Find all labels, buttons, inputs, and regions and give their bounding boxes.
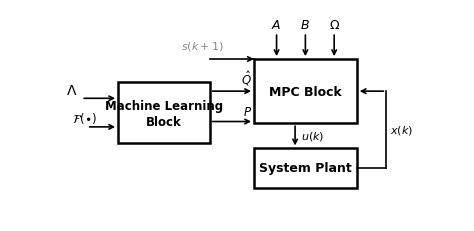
Text: Machine Learning: Machine Learning: [105, 100, 223, 112]
Text: $\mathcal{F}(\bullet)$: $\mathcal{F}(\bullet)$: [72, 111, 97, 126]
Text: $B$: $B$: [301, 19, 310, 32]
Text: MPC Block: MPC Block: [269, 85, 342, 98]
Bar: [254, 149, 357, 188]
Bar: [118, 83, 210, 143]
Text: $\Lambda$: $\Lambda$: [66, 83, 78, 97]
Text: System Plant: System Plant: [259, 162, 352, 175]
Text: $\Omega$: $\Omega$: [328, 19, 340, 32]
Text: Block: Block: [146, 116, 182, 128]
Text: $A$: $A$: [272, 19, 282, 32]
Text: $x(k)$: $x(k)$: [390, 124, 413, 137]
Bar: [254, 60, 357, 124]
Text: $u(k)$: $u(k)$: [301, 130, 324, 143]
Text: $s(k+1)$: $s(k+1)$: [181, 40, 224, 53]
Text: $\hat{Q}$: $\hat{Q}$: [241, 68, 252, 87]
Text: $P$: $P$: [243, 106, 252, 119]
